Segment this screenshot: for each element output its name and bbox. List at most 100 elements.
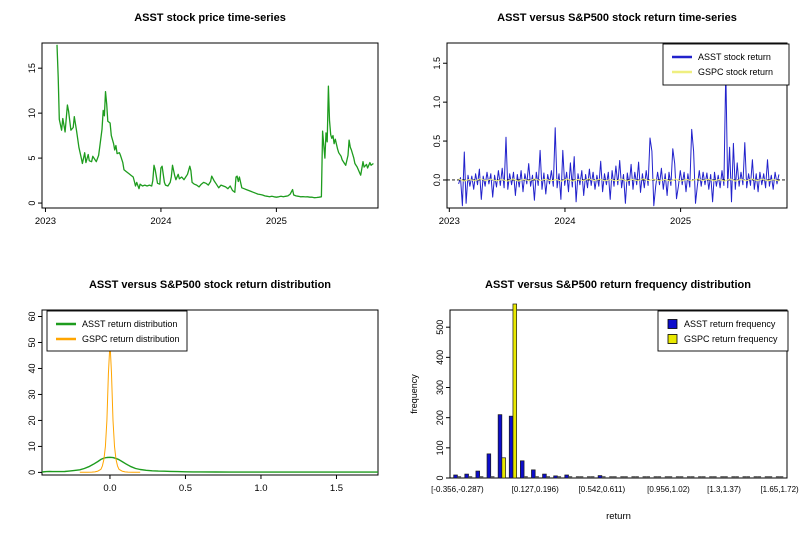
return-timeseries-chart: 0.0 0.5 1.0 1.5 2023 2024 2025 ASST stock retur… <box>432 42 790 227</box>
legend-label: ASST stock return <box>698 52 771 62</box>
svg-text:60: 60 <box>27 311 37 321</box>
bar-near-zero <box>609 476 613 478</box>
svg-text:10: 10 <box>27 108 37 118</box>
bar-near-zero <box>668 476 673 478</box>
y-axis-ticks: 0 5 10 15 <box>27 63 42 206</box>
bar <box>597 475 603 479</box>
plot-box <box>41 309 379 476</box>
bar <box>542 473 547 479</box>
legend-label: GSPC return distribution <box>82 334 180 344</box>
bar-near-zero <box>620 476 625 478</box>
svg-text:0.0: 0.0 <box>432 174 442 187</box>
bar <box>464 473 469 479</box>
bar-near-zero <box>612 476 617 478</box>
svg-text:50: 50 <box>27 337 37 347</box>
bar-near-zero <box>768 476 773 478</box>
return-frequency-title: ASST versus S&P500 return frequency dist… <box>485 279 751 291</box>
bar-near-zero <box>679 476 684 478</box>
x-axis-bin-labels: [-0.356,-0.287) [0.127,0.196) [0.542,0.611… <box>431 485 799 494</box>
svg-text:1.0: 1.0 <box>432 96 442 109</box>
series-asst-stock-price <box>56 44 374 199</box>
svg-text:20: 20 <box>27 415 37 425</box>
bar <box>486 453 492 479</box>
bar-near-zero <box>664 476 669 478</box>
svg-text:10: 10 <box>27 441 37 451</box>
legend-label: GSPC stock return <box>698 67 773 77</box>
svg-text:2025: 2025 <box>670 216 691 227</box>
bar-near-zero <box>724 476 728 478</box>
svg-text:0.5: 0.5 <box>179 483 192 494</box>
bar-near-zero <box>468 476 473 478</box>
bar <box>497 414 503 479</box>
bar <box>453 474 458 479</box>
price-timeseries-panel: ASST stock price time-series 0 5 10 15 2023 2… <box>0 0 400 267</box>
series-gspc-return-distribution <box>79 342 141 473</box>
svg-text:40: 40 <box>27 363 37 373</box>
bar-near-zero <box>524 476 528 478</box>
bar-near-zero <box>709 476 713 478</box>
plot-box <box>41 42 379 209</box>
bar <box>520 460 525 479</box>
bar <box>553 475 558 479</box>
bar-near-zero <box>757 476 762 478</box>
bar <box>501 457 506 479</box>
bar-near-zero <box>698 476 702 478</box>
svg-text:0: 0 <box>435 475 445 480</box>
svg-text:400: 400 <box>435 350 445 365</box>
y-axis-label: frequency <box>409 374 419 414</box>
y-axis-ticks: 0.0 0.5 1.0 1.5 <box>432 57 447 186</box>
bar-near-zero <box>753 476 758 478</box>
y-axis-ticks: 0 100 200 300 400 500 <box>435 320 450 481</box>
bar-near-zero <box>642 476 647 478</box>
legend: ASST stock return GSPC stock return <box>662 43 790 86</box>
return-distribution-panel: ASST versus S&P500 stock return distribu… <box>0 267 400 533</box>
bar-near-zero <box>590 476 595 478</box>
return-timeseries-panel: ASST versus S&P500 stock return time-ser… <box>400 0 800 267</box>
svg-text:300: 300 <box>435 380 445 395</box>
bar-near-zero <box>631 476 636 478</box>
return-distribution-title: ASST versus S&P500 stock return distribu… <box>88 279 332 291</box>
legend-square-swatch <box>667 334 678 344</box>
bar-near-zero <box>546 476 550 478</box>
bar-near-zero <box>601 476 606 478</box>
svg-text:5: 5 <box>27 156 37 161</box>
legend-label: ASST return distribution <box>82 319 177 329</box>
bar-near-zero <box>568 476 573 478</box>
bar-near-zero <box>690 476 695 478</box>
bar-near-zero <box>535 476 539 478</box>
bar-near-zero <box>687 476 691 478</box>
return-frequency-chart: 0 100 200 300 400 500 [-0.356,-0.287) [0.127,0.… <box>409 303 799 522</box>
bar-near-zero <box>775 476 780 478</box>
bars <box>453 303 784 479</box>
x-axis-ticks: 0.0 0.5 1.0 1.5 <box>103 475 343 494</box>
svg-text:2024: 2024 <box>554 216 575 227</box>
legend-square-swatch <box>667 319 678 329</box>
svg-text:500: 500 <box>435 320 445 335</box>
price-timeseries-chart: 0 5 10 15 2023 2024 2025 <box>27 42 379 227</box>
svg-text:1.5: 1.5 <box>432 57 442 70</box>
x-axis-ticks: 2023 2024 2025 <box>439 208 691 227</box>
bar-near-zero <box>779 476 784 478</box>
bar-near-zero <box>579 476 584 478</box>
svg-text:2023: 2023 <box>35 216 56 227</box>
svg-text:[0.542,0.611): [0.542,0.611) <box>579 485 626 494</box>
series-asst-stock-return <box>458 69 780 207</box>
svg-text:30: 30 <box>27 389 37 399</box>
series-gspc-stock-return <box>458 178 780 182</box>
svg-text:[0.956,1.02): [0.956,1.02) <box>647 485 690 494</box>
svg-text:0: 0 <box>27 470 37 475</box>
bar-near-zero <box>457 476 462 478</box>
bar-near-zero <box>746 476 750 478</box>
bar-near-zero <box>635 476 639 478</box>
bar-near-zero <box>657 476 662 478</box>
svg-text:0: 0 <box>27 201 37 206</box>
plot-box <box>446 42 788 209</box>
bar <box>508 415 514 479</box>
bar-near-zero <box>720 476 725 478</box>
svg-text:[1.3,1.37): [1.3,1.37) <box>707 485 741 494</box>
bar-near-zero <box>646 476 650 478</box>
svg-text:2025: 2025 <box>266 216 287 227</box>
svg-text:1.5: 1.5 <box>330 483 343 494</box>
bar <box>512 303 518 479</box>
bar-near-zero <box>742 476 747 478</box>
